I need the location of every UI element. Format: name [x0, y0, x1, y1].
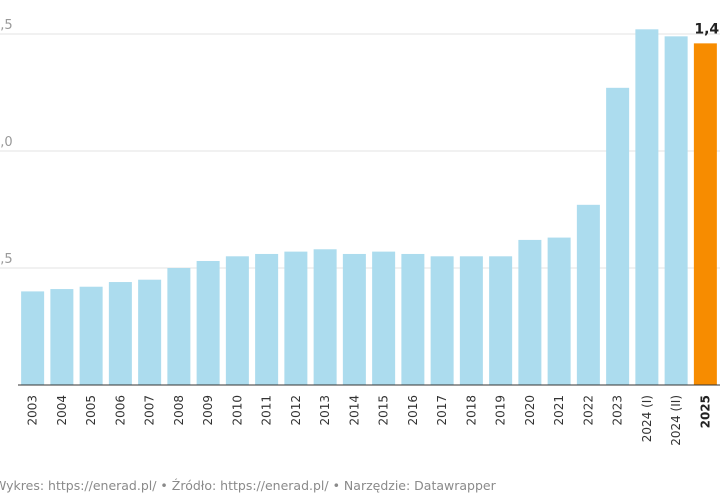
bar — [196, 260, 220, 385]
x-tick-label: 2020 — [523, 395, 537, 426]
x-tick-label: 2013 — [318, 395, 332, 426]
bar — [606, 87, 630, 385]
x-tick-label: 2010 — [230, 395, 244, 426]
bar — [489, 256, 513, 385]
x-tick-label: 2017 — [435, 395, 449, 426]
y-tick-label: 0,5 — [0, 252, 13, 267]
bar — [693, 43, 717, 386]
bar — [459, 256, 483, 385]
x-tick-label: 2016 — [406, 395, 420, 426]
x-tick-label: 2012 — [289, 395, 303, 426]
x-tick-label: 2009 — [201, 395, 215, 426]
bar — [547, 237, 571, 385]
bar — [167, 268, 191, 385]
y-tick-label: 1,0 — [0, 135, 13, 150]
x-tick-label: 2021 — [552, 395, 566, 426]
bar — [372, 251, 396, 385]
value-label: 1,46 — [694, 21, 720, 37]
bar — [664, 36, 688, 386]
x-tick-label: 2023 — [611, 395, 625, 426]
x-tick-label: 2024 (II) — [669, 395, 683, 446]
x-tick-label: 2014 — [347, 395, 361, 426]
x-tick-label: 2007 — [143, 395, 157, 426]
bar — [430, 256, 454, 385]
bar — [518, 239, 542, 385]
footer: Wykres: https://enerad.pl/ • Źródło: htt… — [0, 478, 497, 493]
x-tick-label: 2004 — [55, 395, 69, 426]
x-tick-label: 2006 — [113, 395, 127, 426]
bar — [342, 253, 366, 385]
bar — [138, 279, 162, 385]
bar — [108, 282, 132, 385]
x-tick-label: 2022 — [581, 395, 595, 426]
bar — [225, 256, 249, 385]
x-tick-label: 2008 — [172, 395, 186, 426]
bar — [313, 249, 337, 385]
bar — [255, 253, 279, 385]
bar — [401, 253, 425, 385]
x-tick-label: 2018 — [464, 395, 478, 426]
x-tick-label: 2003 — [26, 395, 40, 426]
x-tick-label: 2024 (I) — [640, 395, 654, 442]
y-tick-label: 1,5 — [0, 18, 13, 33]
bar — [79, 286, 103, 385]
x-tick-label: 2019 — [494, 395, 508, 426]
x-tick-label: 2011 — [260, 395, 274, 426]
bar — [576, 204, 600, 385]
bar — [635, 29, 659, 385]
x-tick-label: 2005 — [84, 395, 98, 426]
bar — [50, 289, 74, 385]
x-tick-label: 2015 — [377, 395, 391, 426]
bar — [284, 251, 308, 385]
bar — [21, 291, 45, 385]
x-tick-label: 2025 — [698, 395, 712, 428]
